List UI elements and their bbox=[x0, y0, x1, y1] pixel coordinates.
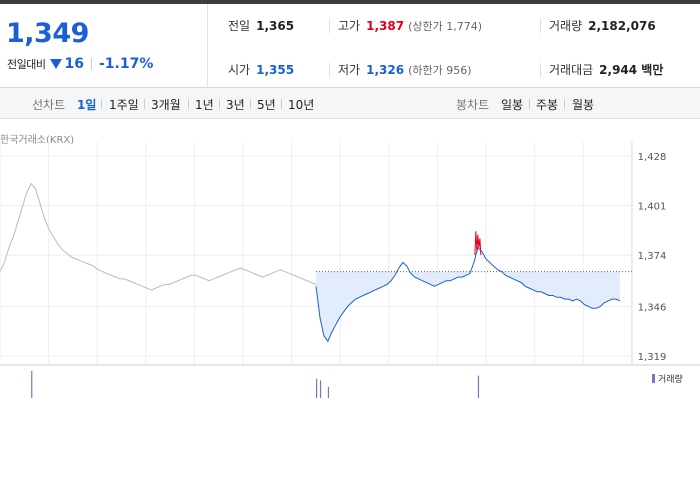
volume-legend-label: 거래량 bbox=[658, 375, 683, 385]
trade-amount-label: 거래대금 bbox=[549, 63, 594, 77]
current-price: 1,349 bbox=[6, 18, 89, 49]
period-1d[interactable]: 1일 bbox=[77, 98, 97, 112]
period-3y[interactable]: 3년 bbox=[226, 98, 245, 112]
divider bbox=[101, 99, 102, 109]
y-tick-label: 1,319 bbox=[638, 352, 667, 363]
price-chart: 1,428 1,401 1,374 1,346 1,319 bbox=[0, 142, 700, 398]
change-rate: -1.17% bbox=[98, 56, 154, 72]
low-cell: 저가 1,326 (하한가 956) bbox=[338, 61, 472, 78]
price-summary: 1,349 전일대비 16 -1.17% 전일 1,365 고가 1,387 (… bbox=[0, 0, 700, 88]
divider bbox=[219, 99, 220, 109]
candle-daily[interactable]: 일봉 bbox=[501, 98, 524, 112]
period-1y[interactable]: 1년 bbox=[195, 98, 214, 112]
divider bbox=[281, 99, 282, 109]
divider bbox=[188, 99, 189, 109]
divider bbox=[540, 63, 541, 77]
y-tick-label: 1,401 bbox=[638, 202, 667, 213]
change-value: 16 bbox=[64, 56, 84, 72]
volume-value: 2,182,076 bbox=[588, 19, 656, 33]
prev-close-label: 전일 bbox=[228, 19, 251, 33]
divider bbox=[329, 63, 330, 77]
volume-swatch bbox=[652, 374, 655, 383]
low-value: 1,326 bbox=[366, 63, 405, 77]
high-cell: 고가 1,387 (상한가 1,774) bbox=[338, 17, 482, 34]
divider bbox=[144, 99, 145, 109]
volume-bar bbox=[316, 378, 318, 398]
candle-chart-label: 봉차트 bbox=[456, 98, 490, 112]
period-10y[interactable]: 10년 bbox=[288, 98, 315, 112]
down-triangle-icon bbox=[50, 59, 63, 69]
volume-bar bbox=[319, 380, 322, 398]
high-label: 고가 bbox=[338, 19, 361, 33]
open-label: 시가 bbox=[228, 63, 251, 77]
previous-day-line bbox=[0, 182, 317, 291]
divider bbox=[529, 99, 530, 109]
data-source-label: 한국거래소(KRX) bbox=[0, 135, 75, 146]
upper-limit: (상한가 1,774) bbox=[408, 20, 482, 33]
volume-bar bbox=[477, 375, 480, 398]
volume-label: 거래량 bbox=[549, 19, 583, 33]
open-cell: 시가 1,355 bbox=[228, 61, 294, 78]
period-1w[interactable]: 1주일 bbox=[109, 98, 139, 112]
chart-fill bbox=[316, 271, 620, 342]
period-3m[interactable]: 3개월 bbox=[151, 98, 181, 112]
period-bar: 선차트 1일 1주일 3개월 1년 3년 5년 10년 봉차트 일봉 주봉 월봉 bbox=[0, 88, 700, 119]
period-5y[interactable]: 5년 bbox=[257, 98, 276, 112]
volume-legend: 거래량 bbox=[652, 372, 683, 385]
y-tick-label: 1,428 bbox=[638, 152, 667, 163]
y-axis-ticks: 1,428 1,401 1,374 1,346 1,319 bbox=[638, 152, 667, 363]
volume-cell: 거래량 2,182,076 bbox=[549, 17, 656, 34]
divider bbox=[250, 99, 251, 109]
above-reference-line bbox=[474, 231, 482, 256]
y-tick-label: 1,374 bbox=[638, 251, 667, 262]
prev-close-cell: 전일 1,365 bbox=[228, 17, 294, 34]
change-row: 전일대비 16 -1.17% bbox=[7, 56, 153, 72]
volume-bar bbox=[31, 370, 33, 398]
compare-label: 전일대비 bbox=[7, 58, 46, 71]
below-reference-fill bbox=[316, 271, 620, 342]
volume-bar bbox=[327, 386, 330, 398]
high-value: 1,387 bbox=[366, 19, 405, 33]
low-label: 저가 bbox=[338, 63, 361, 77]
y-tick-label: 1,346 bbox=[638, 302, 667, 313]
trade-amount-cell: 거래대금 2,944 백만 bbox=[549, 61, 663, 78]
chart-grid bbox=[0, 142, 700, 366]
chart-lines bbox=[0, 182, 632, 343]
divider bbox=[329, 19, 330, 33]
candle-weekly[interactable]: 주봉 bbox=[536, 98, 559, 112]
lower-limit: (하한가 956) bbox=[408, 64, 472, 77]
change-divider bbox=[90, 58, 92, 70]
divider bbox=[564, 99, 565, 109]
volume-bars bbox=[31, 370, 480, 398]
open-value: 1,355 bbox=[256, 63, 295, 77]
divider bbox=[540, 19, 541, 33]
current-price-box: 1,349 전일대비 16 -1.17% bbox=[0, 4, 208, 88]
candle-monthly[interactable]: 월봉 bbox=[572, 98, 595, 112]
prev-close-value: 1,365 bbox=[256, 19, 295, 33]
line-chart-label: 선차트 bbox=[32, 98, 66, 112]
today-line bbox=[315, 246, 621, 343]
trade-amount-value: 2,944 백만 bbox=[599, 63, 664, 77]
